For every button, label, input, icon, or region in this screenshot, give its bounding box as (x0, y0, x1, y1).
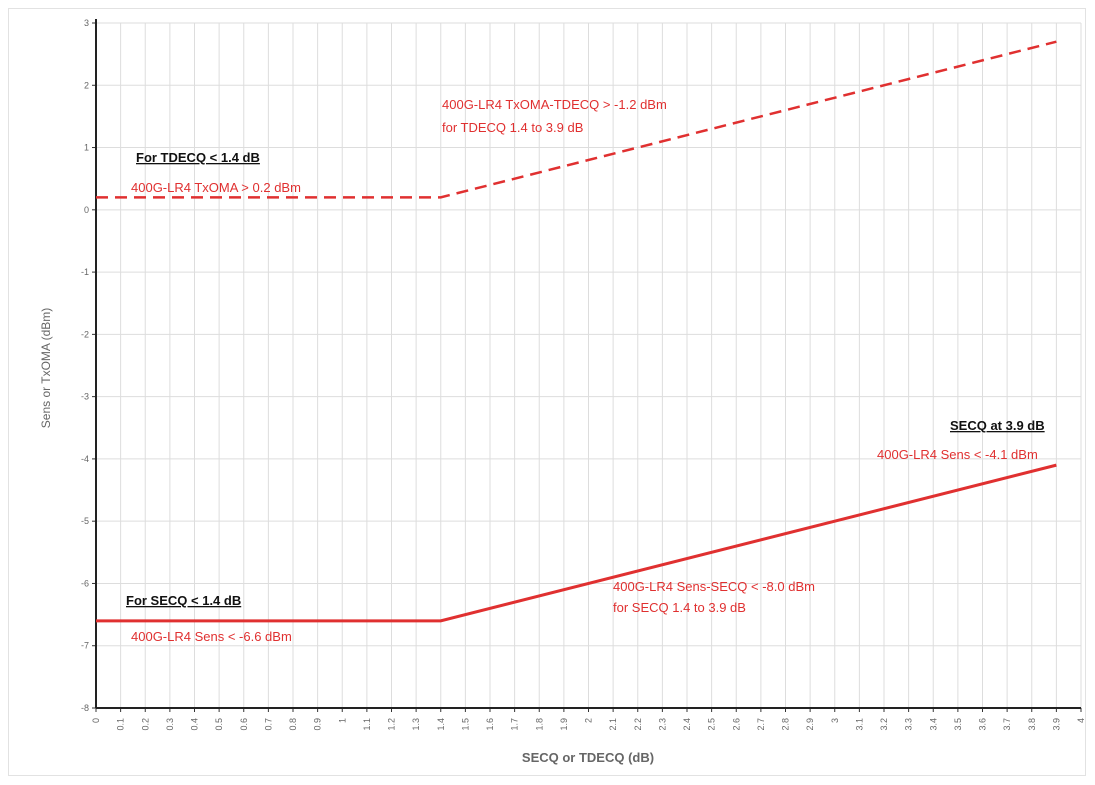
x-tick-label: 2.5 (707, 718, 717, 731)
y-tick-label: 1 (84, 143, 89, 153)
x-tick-label: 4 (1076, 718, 1086, 723)
annotation-secq-high: 400G-LR4 Sens < -4.1 dBm (877, 447, 1038, 462)
x-axis-title: SECQ or TDECQ (dB) (522, 750, 654, 765)
x-tick-label: 0.8 (288, 718, 298, 731)
sens-limit-line (96, 463, 1057, 623)
x-tick-label: 2.3 (657, 718, 667, 731)
x-tick-label: 3.2 (879, 718, 889, 731)
x-tick-label: 3.8 (1027, 718, 1037, 731)
txoma-limit-line (96, 40, 1057, 199)
x-tick-label: 1 (337, 718, 347, 723)
y-tick-label: -2 (81, 329, 89, 339)
x-tick-label: 0.5 (214, 718, 224, 731)
y-tick-label: -5 (81, 516, 89, 526)
x-tick-label: 2 (584, 718, 594, 723)
series-lines (96, 40, 1057, 623)
y-tick-label: -4 (81, 454, 89, 464)
x-tick-labels: 0 0.1 0.2 0.3 0.4 0.5 0.6 0.7 0.8 0.9 1 1.1 1.2 1.3 1.… (91, 718, 1086, 731)
annotation-secq-range-1: 400G-LR4 Sens-SECQ < -8.0 dBm (613, 579, 815, 594)
x-tick-label: 3.1 (854, 718, 864, 731)
x-tick-label: 2.7 (756, 718, 766, 731)
x-tick-label: 0.9 (313, 718, 323, 731)
annotation-tdecq-low: 400G-LR4 TxOMA > 0.2 dBm (131, 180, 301, 195)
x-tick-label: 2.6 (731, 718, 741, 731)
x-tick-label: 3.3 (904, 718, 914, 731)
y-tick-label: -8 (81, 703, 89, 713)
annotation-tdecq-range-1: 400G-LR4 TxOMA-TDECQ > -1.2 dBm (442, 97, 667, 112)
y-tick-labels: 3 2 1 0 -1 -2 -3 -4 -5 -6 -7 -8 (81, 18, 89, 713)
x-tick-label: 0.4 (190, 718, 200, 731)
x-tick-label: 3.7 (1002, 718, 1012, 731)
x-tick-label: 1.9 (559, 718, 569, 731)
x-tick-label: 2.8 (781, 718, 791, 731)
x-tick-label: 0.7 (263, 718, 273, 731)
x-tick-label: 1.2 (387, 718, 397, 731)
x-tick-label: 1.4 (436, 718, 446, 731)
y-tick-label: -1 (81, 267, 89, 277)
x-tick-label: 2.2 (633, 718, 643, 731)
x-tick-label: 3.5 (953, 718, 963, 731)
x-tick-label: 3.9 (1051, 718, 1061, 731)
y-tick-label: -3 (81, 392, 89, 402)
y-tick-label: -7 (81, 641, 89, 651)
chart-frame (8, 8, 1086, 776)
x-tick-label: 0.3 (165, 718, 175, 731)
y-tick-label: 2 (84, 80, 89, 90)
x-tick-label: 2.4 (682, 718, 692, 731)
x-tick-label: 3.4 (928, 718, 938, 731)
x-tick-label: 0.6 (239, 718, 249, 731)
axes (92, 19, 1082, 712)
x-tick-label: 0 (91, 718, 101, 723)
y-tick-label: 3 (84, 18, 89, 28)
x-tick-label: 1.6 (485, 718, 495, 731)
x-tick-label: 1.5 (460, 718, 470, 731)
annotation-secq-range-2: for SECQ 1.4 to 3.9 dB (613, 600, 746, 615)
x-tick-label: 1.1 (362, 718, 372, 731)
annotation-tdecq-range-2: for TDECQ 1.4 to 3.9 dB (442, 120, 583, 135)
gridlines (95, 22, 1082, 709)
x-tick-label: 3 (830, 718, 840, 723)
x-tick-label: 1.3 (411, 718, 421, 731)
x-tick-label: 1.7 (510, 718, 520, 731)
y-axis-title: Sens or TxOMA (dBm) (39, 308, 53, 428)
x-tick-label: 2.9 (805, 718, 815, 731)
x-tick-label: 3.6 (978, 718, 988, 731)
x-tick-label: 0.1 (116, 718, 126, 731)
annotation-tdecq-head: For TDECQ < 1.4 dB (136, 150, 260, 165)
y-tick-label: -6 (81, 578, 89, 588)
annotation-secq-head-low: For SECQ < 1.4 dB (126, 593, 241, 608)
x-tick-label: 1.8 (534, 718, 544, 731)
annotation-secq-low: 400G-LR4 Sens < -6.6 dBm (131, 629, 292, 644)
y-tick-label: 0 (84, 205, 89, 215)
annotation-secq-head-high: SECQ at 3.9 dB (950, 418, 1045, 433)
x-tick-label: 0.2 (140, 718, 150, 731)
x-tick-label: 2.1 (608, 718, 618, 731)
